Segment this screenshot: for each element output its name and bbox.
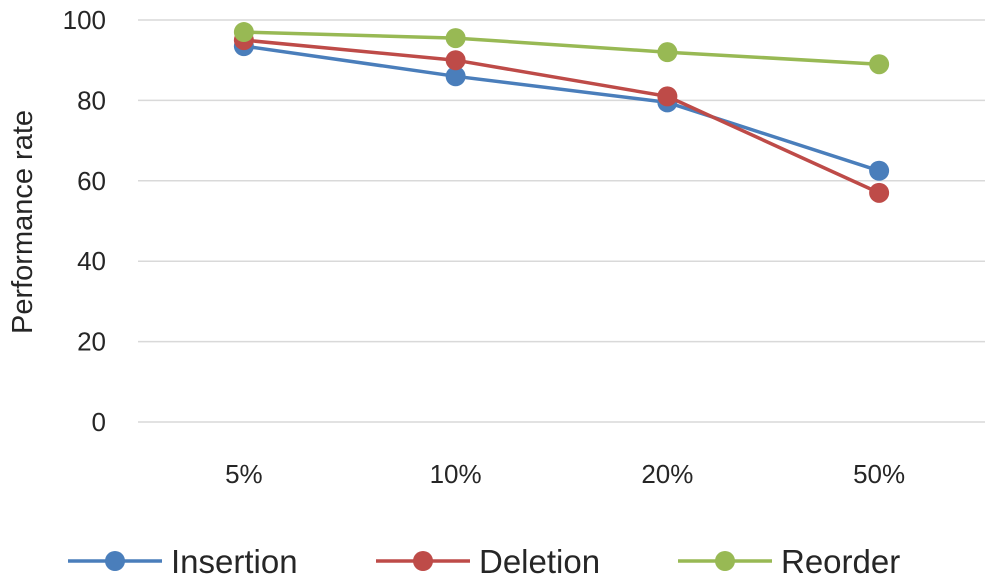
legend-marker-deletion (413, 551, 433, 571)
y-tick-label: 40 (77, 246, 106, 276)
legend-label-reorder: Reorder (781, 543, 900, 580)
series-line-deletion (243, 38, 880, 195)
y-axis-label: Performance rate (7, 110, 39, 334)
data-point-insertion (869, 160, 890, 181)
data-point-reorder (445, 28, 466, 49)
data-point-deletion (445, 50, 466, 71)
legend-label-insertion: Insertion (171, 543, 298, 580)
series-line-insertion (243, 44, 880, 173)
legend-marker-insertion (105, 551, 125, 571)
data-point-deletion (869, 182, 890, 203)
gridlines (138, 19, 985, 423)
legend-label-deletion: Deletion (479, 543, 600, 580)
series-line-reorder (243, 30, 880, 66)
legend: Insertion Deletion Reorder (68, 543, 900, 580)
series-group (233, 22, 890, 203)
x-tick-label: 20% (641, 459, 693, 489)
x-tick-label: 10% (430, 459, 482, 489)
y-axis-ticks: 0 20 40 60 80 100 (63, 5, 106, 437)
data-point-reorder (233, 22, 254, 43)
x-tick-label: 50% (853, 459, 905, 489)
y-tick-label: 100 (63, 5, 106, 35)
x-axis-ticks: 5% 10% 20% 50% (225, 459, 905, 489)
data-point-deletion (657, 86, 678, 107)
legend-marker-reorder (715, 551, 735, 571)
data-point-reorder (869, 54, 890, 75)
x-tick-label: 5% (225, 459, 263, 489)
y-tick-label: 0 (92, 407, 106, 437)
y-tick-label: 80 (77, 85, 106, 115)
data-point-reorder (657, 42, 678, 63)
data-point-insertion (445, 66, 466, 87)
y-tick-label: 60 (77, 166, 106, 196)
y-tick-label: 20 (77, 327, 106, 357)
